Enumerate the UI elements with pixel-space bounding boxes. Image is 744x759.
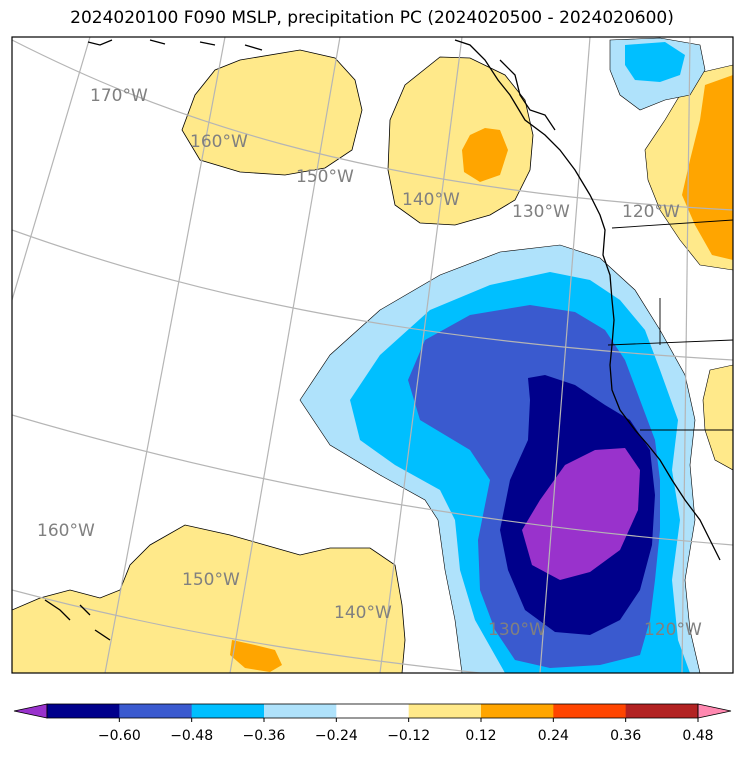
colorbar-tick-label: 0.24 bbox=[538, 728, 569, 744]
coastline-islands bbox=[499, 59, 556, 131]
meridian-line bbox=[379, 37, 463, 673]
colorbar-segment bbox=[47, 704, 120, 718]
grid-label-140w-north: 140°W bbox=[402, 190, 460, 210]
colorbar-frame bbox=[46, 703, 699, 719]
grid-label-120w-south: 120°W bbox=[644, 620, 702, 640]
orange-anomaly-southwest bbox=[230, 640, 282, 672]
colorbar-tick-label: 0.36 bbox=[610, 728, 641, 744]
colorbar-segment bbox=[408, 704, 482, 718]
coastline bbox=[44, 39, 721, 641]
positive-anomaly-region-gulf bbox=[387, 56, 534, 226]
colorbar-extend-low bbox=[13, 703, 48, 719]
colorbar-segment bbox=[336, 704, 410, 718]
coastline-north-america bbox=[454, 39, 721, 561]
colorbar: −0.60 −0.48 −0.36 −0.24 −0.12 0.12 0.24 0.36 0.4… bbox=[13, 703, 732, 744]
graticule bbox=[12, 37, 733, 673]
boundaries bbox=[607, 219, 733, 431]
grid-label-160w-south: 160°W bbox=[37, 521, 95, 541]
meridian-line bbox=[104, 37, 226, 673]
colorbar-tick-label: 0.12 bbox=[465, 728, 496, 744]
colorbar-tick-label: −0.24 bbox=[315, 728, 358, 744]
parallel-line bbox=[12, 229, 733, 361]
colorbar-tick-label: −0.12 bbox=[387, 728, 430, 744]
map-frame bbox=[11, 36, 734, 674]
grid-label-150w-south: 150°W bbox=[182, 570, 240, 590]
colorbar-tick-label: −0.60 bbox=[98, 728, 141, 744]
purple-anomaly-core bbox=[522, 448, 640, 580]
meridian-line bbox=[539, 37, 591, 673]
orange-anomaly-gulf bbox=[462, 128, 508, 182]
meridian-line bbox=[229, 37, 341, 673]
grid-label-120w-north: 120°W bbox=[622, 202, 680, 222]
grid-label-150w-north: 150°W bbox=[296, 167, 354, 187]
grid-label-170w-north: 170°W bbox=[90, 86, 148, 106]
grid-label-140w-south: 140°W bbox=[334, 603, 392, 623]
colorbar-extend-high bbox=[697, 703, 732, 719]
border-state-1 bbox=[607, 339, 733, 346]
grid-label-130w-north: 130°W bbox=[512, 202, 570, 222]
colorbar-segment bbox=[553, 704, 627, 718]
cyan-anomaly-northeast bbox=[625, 42, 685, 82]
positive-anomaly-region-northwest bbox=[181, 49, 363, 176]
parallel-line bbox=[12, 414, 733, 546]
border-canada-us bbox=[611, 219, 733, 229]
parallel-line bbox=[12, 39, 733, 211]
meridian-line bbox=[681, 37, 691, 673]
orange-anomaly-east bbox=[682, 75, 733, 260]
map-title: 2024020100 F090 MSLP, precipitation PC (… bbox=[70, 8, 674, 28]
coastline-aleutians bbox=[87, 39, 263, 51]
colorbar-tick-label: −0.36 bbox=[243, 728, 286, 744]
colorbar-tick-label: 0.48 bbox=[682, 728, 713, 744]
colorbar-segment bbox=[119, 704, 193, 718]
map-area: 170°W 160°W 150°W 140°W 130°W 120°W 160°… bbox=[12, 37, 733, 673]
coastline-hawaii bbox=[44, 599, 111, 641]
grid-label-160w-north: 160°W bbox=[190, 132, 248, 152]
colorbar-segment bbox=[625, 704, 699, 718]
grid-label-130w-south: 130°W bbox=[488, 620, 546, 640]
colorbar-segment bbox=[264, 704, 337, 718]
parallel-line bbox=[12, 589, 481, 673]
positive-anomaly-region-southeast bbox=[702, 364, 733, 471]
colorbar-tick-label: −0.48 bbox=[170, 728, 213, 744]
colorbar-segment bbox=[481, 704, 554, 718]
positive-anomaly-region-southwest bbox=[12, 524, 406, 673]
colorbar-segment bbox=[191, 704, 265, 718]
meridian-line bbox=[12, 37, 91, 301]
